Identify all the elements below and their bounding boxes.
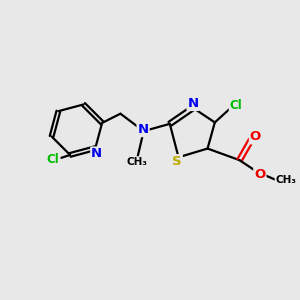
Text: N: N: [188, 97, 199, 110]
Text: CH₃: CH₃: [127, 157, 148, 167]
Text: S: S: [172, 155, 182, 168]
Text: Cl: Cl: [230, 99, 242, 112]
Text: O: O: [254, 168, 266, 181]
Text: N: N: [91, 148, 102, 160]
Text: N: N: [137, 123, 148, 136]
Text: Cl: Cl: [46, 153, 59, 166]
Text: O: O: [250, 130, 261, 143]
Text: CH₃: CH₃: [275, 176, 296, 185]
